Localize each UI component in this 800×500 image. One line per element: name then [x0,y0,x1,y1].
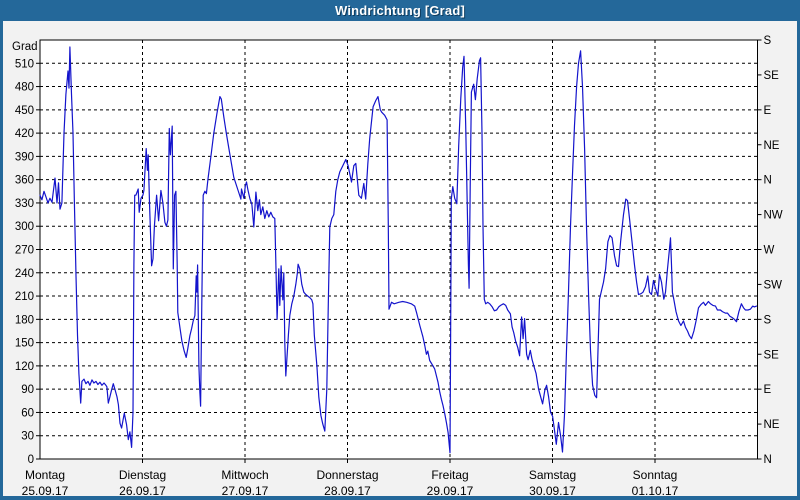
y-right-tick-label: N [764,175,772,187]
plot-background [40,40,758,459]
day-label: Donnerstag [316,468,378,482]
y-right-tick-label: S [764,314,772,326]
y-right-tick-label: NW [764,210,783,222]
wind-series-line [39,46,758,454]
wind-direction-chart: Grad 0 30 60 90 120 150 180 210 240 270 300 330 360 39… [12,35,783,496]
date-label: 01.10.17 [632,484,679,496]
y-right-tick-label: E [764,105,772,117]
y-right-tick-label: SE [764,349,780,361]
y-left-tick-label: 0 [28,454,34,466]
date-label: 27.09.17 [222,484,269,496]
y-left-tick-label: 240 [15,268,34,280]
day-label: Sonntag [633,468,678,482]
y-left-tick-label: 300 [15,221,34,233]
day-label: Montag [25,468,65,482]
date-label: 26.09.17 [119,484,166,496]
date-label: 25.09.17 [22,484,69,496]
y-left-tick-label: 90 [21,384,34,396]
day-label: Samstag [529,468,576,482]
date-label: 30.09.17 [529,484,576,496]
y-right-tick-label: W [764,245,775,257]
day-label: Freitag [431,468,468,482]
y-left-tick-label: 480 [15,82,34,94]
date-label: 28.09.17 [324,484,371,496]
y-left-tick-label: 510 [15,58,34,70]
title-bar: Windrichtung [Grad] [0,0,800,21]
day-label: Dienstag [119,468,166,482]
y-right-tick-label: SE [764,70,780,82]
y-left-tick-label: 360 [15,175,34,187]
y-left-tick-label: 330 [15,198,34,210]
y-left-tick-label: 60 [21,407,34,419]
y-left-tick-label: 420 [15,128,34,140]
y-left-tick-label: 270 [15,245,34,257]
y-axis-title: Grad [12,41,38,53]
y-right-tick-label: NE [764,140,780,152]
y-left-tick-label: 390 [15,151,34,163]
y-left-tick-label: 120 [15,361,34,373]
y-left-tick-label: 30 [21,431,34,443]
window-title: Windrichtung [Grad] [334,3,466,18]
y-right-tick-label: SW [764,279,783,291]
y-right-tick-label: S [764,35,772,47]
y-right-tick-label: E [764,384,772,396]
y-left-tick-label: 150 [15,338,34,350]
y-right-tick-label: N [764,454,772,466]
y-left-tick-label: 450 [15,105,34,117]
day-label: Mittwoch [221,468,268,482]
date-label: 29.09.17 [427,484,474,496]
y-left-tick-label: 180 [15,314,34,326]
y-right-tick-label: NE [764,419,780,431]
y-left-tick-label: 210 [15,291,34,303]
